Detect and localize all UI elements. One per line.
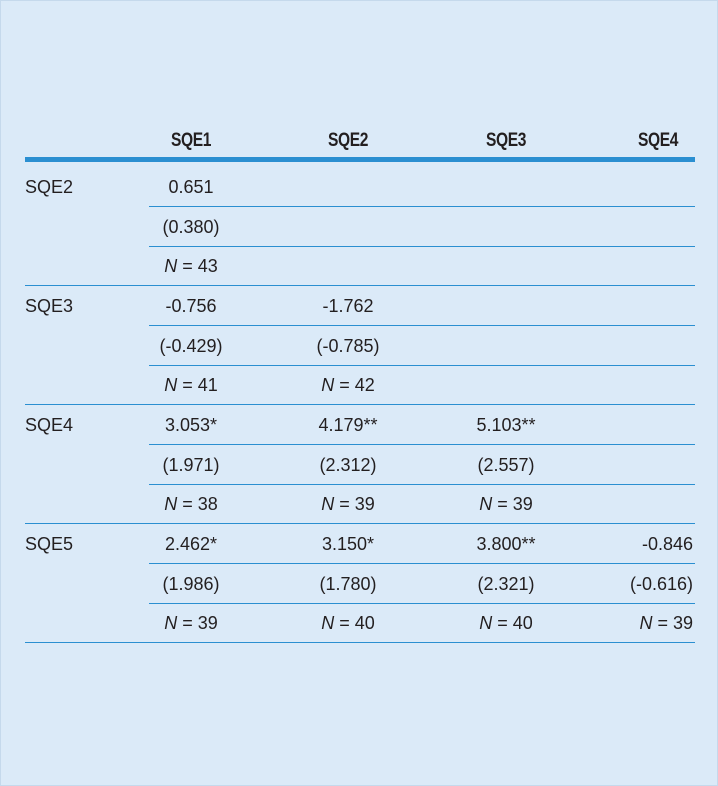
row-rule <box>149 364 695 366</box>
row-rule <box>149 563 695 565</box>
group-rule <box>25 523 695 525</box>
cell: -1.762 <box>322 296 374 316</box>
row-label: SQE4 <box>25 415 74 436</box>
cell: (1.971) <box>162 454 220 475</box>
cell: (2.312) <box>319 454 377 475</box>
cell: N = 40 <box>479 613 533 634</box>
cell: N = 39 <box>639 613 693 634</box>
cell: 0.651 <box>168 177 214 197</box>
cell: 5.103** <box>476 415 536 436</box>
row-label: SQE5 <box>25 534 74 555</box>
row-rule <box>149 245 695 247</box>
cell: N = 38 <box>164 494 218 515</box>
cell: N = 39 <box>321 494 375 515</box>
cell: (2.557) <box>477 454 535 475</box>
group-rule <box>25 285 695 287</box>
cell: (1.986) <box>162 573 220 594</box>
cell: N = 39 <box>164 613 218 634</box>
cell: 3.053* <box>164 415 218 436</box>
group-rule <box>25 404 695 406</box>
cell: N = 40 <box>321 613 375 634</box>
cell: (-0.785) <box>316 335 380 356</box>
row-rule <box>149 325 695 326</box>
row-rule <box>149 483 695 485</box>
column-header: SQE3 <box>486 130 526 151</box>
cell: 3.150* <box>321 534 375 555</box>
column-header: SQE2 <box>328 130 368 151</box>
cell: 4.179** <box>318 415 378 436</box>
header-rule <box>25 157 695 162</box>
cell: -0.846 <box>641 534 693 555</box>
cell: 2.462* <box>164 534 218 555</box>
row-rule <box>149 444 695 446</box>
cell: (-0.429) <box>159 335 223 356</box>
cell: N = 39 <box>479 494 533 515</box>
cell: (-0.616) <box>629 573 693 594</box>
cell: N = 41 <box>164 375 218 396</box>
cell: N = 43 <box>164 256 218 277</box>
cell: 3.800** <box>476 534 536 555</box>
row-rule <box>149 602 695 604</box>
row-label: SQE2 <box>25 177 74 197</box>
column-header: SQE1 <box>171 130 211 151</box>
cell: -0.756 <box>165 296 217 316</box>
row-label: SQE3 <box>25 296 74 316</box>
cell: (2.321) <box>477 573 535 594</box>
cell: (1.780) <box>319 573 377 594</box>
cell: (0.380) <box>162 216 220 237</box>
row-rule <box>149 206 695 207</box>
cell: N = 42 <box>321 375 375 396</box>
column-header: SQE4 <box>638 130 678 151</box>
group-rule <box>25 642 695 644</box>
